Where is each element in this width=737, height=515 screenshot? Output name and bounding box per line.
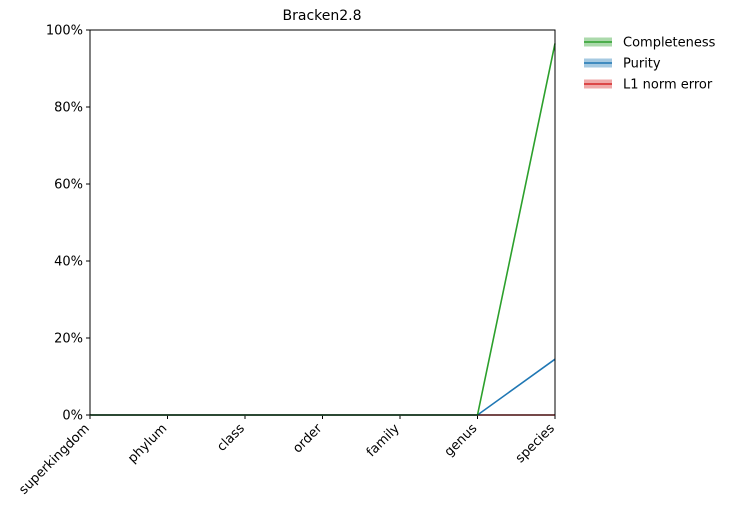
legend-label: Completeness — [623, 36, 716, 51]
y-tick-label: 20% — [54, 332, 83, 347]
y-tick-label: 0% — [62, 409, 83, 424]
legend-label: Purity — [623, 57, 661, 72]
x-tick-label: order — [290, 421, 326, 457]
plot-frame — [89, 29, 556, 416]
series-line — [90, 358, 556, 416]
x-tick-label: phylum — [125, 421, 170, 466]
chart-title: Bracken2.8 — [283, 8, 362, 24]
series-line — [90, 43, 556, 416]
x-tick-label: species — [513, 421, 558, 466]
y-tick-label: 100% — [46, 24, 83, 39]
x-tick-label: family — [364, 421, 403, 460]
y-tick-label: 40% — [54, 255, 83, 270]
y-tick-label: 60% — [54, 178, 83, 193]
y-tick-label: 80% — [54, 101, 83, 116]
x-tick-label: genus — [442, 421, 481, 460]
x-tick-label: superkingdom — [16, 421, 92, 497]
legend-label: L1 norm error — [623, 78, 713, 93]
x-tick-label: class — [214, 421, 248, 455]
